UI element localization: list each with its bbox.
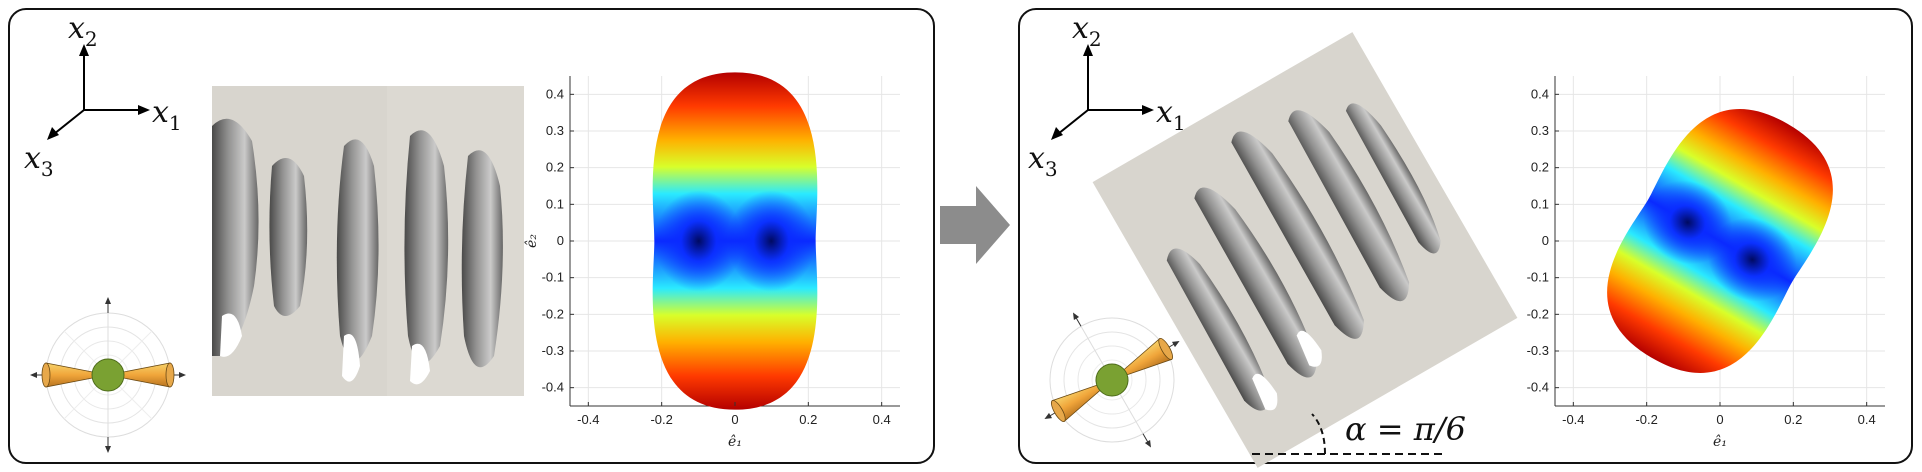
x-tick-label: -0.2	[650, 412, 672, 427]
spectrum-chart-rotated: -0.4 -0.2 0 0.2 0.4 0.4 0.3 0.2 0.1 0 -0.1 -0.2 -0.3…	[1527, 76, 1885, 450]
x2-label: x2	[1072, 11, 1102, 51]
x-tick-label: 0.4	[1858, 412, 1876, 427]
x-tick-label: 0.2	[1784, 412, 1802, 427]
y-tick-label: 0.1	[1531, 196, 1549, 211]
x2-label: x2	[68, 11, 98, 51]
x1-label: x1	[152, 95, 182, 135]
y-tick-label: 0	[1542, 233, 1549, 248]
y-tick-label: 0.1	[546, 196, 564, 211]
y-tick-label: -0.1	[1527, 270, 1549, 285]
y-tick-label: -0.2	[1527, 306, 1549, 321]
y-tick-label: -0.3	[1527, 343, 1549, 358]
y-tick-label: -0.4	[1527, 380, 1549, 395]
orientation-glyph-rotated	[1044, 312, 1180, 448]
x-tick-label: -0.2	[1635, 412, 1657, 427]
y-tick-label: 0.3	[546, 123, 564, 138]
y-tick-label: -0.3	[542, 343, 564, 358]
coordinate-frame: x2 x1 x3	[1028, 11, 1186, 181]
y-tick-label: 0.4	[1531, 86, 1549, 101]
low-lobe-left	[1643, 180, 1733, 265]
y-tick-label: -0.1	[542, 270, 564, 285]
x3-label: x3	[1028, 141, 1058, 181]
x-tick-label: 0	[731, 412, 738, 427]
y-tick-label: 0.4	[546, 86, 564, 101]
panel-rotated: x2 x1 x3	[1018, 8, 1913, 468]
y-tick-label: 0.3	[1531, 123, 1549, 138]
y-axis-title: ê₂	[524, 234, 540, 248]
low-lobe-left	[654, 190, 744, 292]
transition-arrow	[940, 186, 1010, 264]
x-tick-label: -0.4	[577, 412, 599, 427]
x3-label: x3	[24, 141, 54, 181]
low-lobe-right	[1707, 217, 1797, 302]
alpha-label: α = π/6	[1345, 410, 1466, 448]
orientation-glyph	[30, 297, 186, 453]
y-tick-label: -0.2	[542, 306, 564, 321]
heat-shape	[652, 72, 818, 410]
x-tick-label: -0.4	[1562, 412, 1584, 427]
low-lobe-right	[726, 190, 816, 292]
y-tick-label: 0.2	[1531, 160, 1549, 175]
heat-shape	[1607, 109, 1833, 373]
panel-unrotated: x2 x1 x3	[8, 8, 935, 464]
y-tick-label: 0.2	[546, 160, 564, 175]
y-tick-label: -0.4	[542, 380, 564, 395]
spectrum-chart-unrotated: -0.4 -0.2 0 0.2 0.4 0.4 0.3 0.2 0.1 0 -0.1 -0.2 -0.3…	[524, 72, 900, 450]
x-tick-label: 0.2	[799, 412, 817, 427]
microstructure-render-rotated	[1092, 32, 1518, 468]
coordinate-frame: x2 x1 x3	[24, 11, 182, 181]
angle-markers: α = π/6	[1252, 410, 1466, 455]
x-axis-title: ê₁	[728, 434, 742, 450]
microstructure-render	[212, 86, 524, 396]
x-axis-title: ê₁	[1713, 434, 1727, 450]
x-tick-label: 0.4	[873, 412, 891, 427]
y-tick-label: 0	[557, 233, 564, 248]
x1-label: x1	[1156, 95, 1186, 135]
x-tick-label: 0	[1716, 412, 1723, 427]
